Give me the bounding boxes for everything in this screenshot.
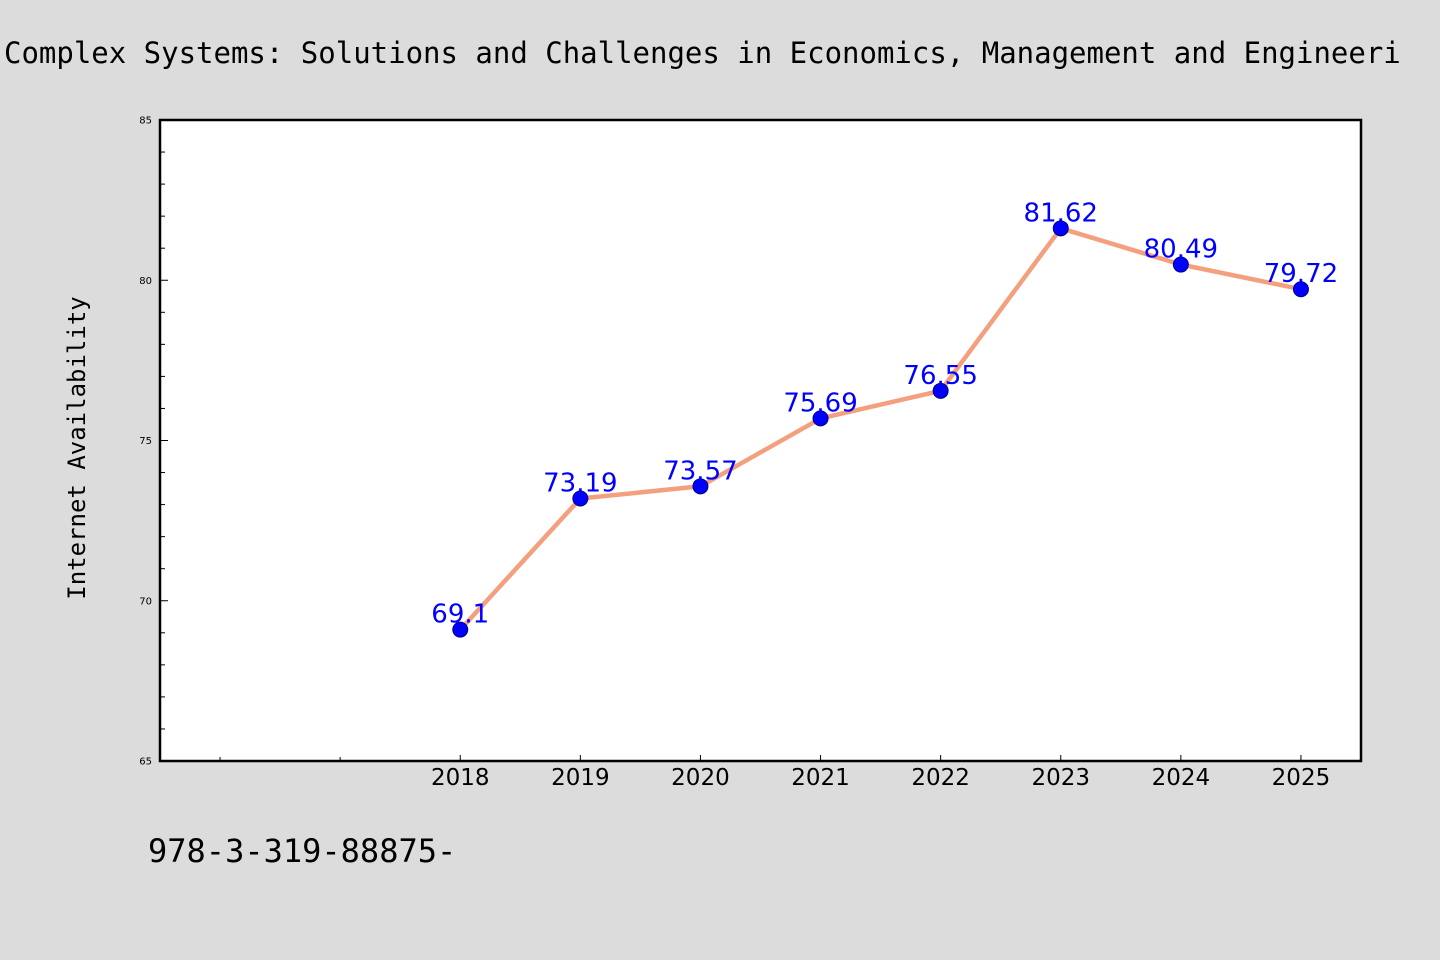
isbn-footer: 978-3-319-88875- [148,832,457,870]
y-tick-label: 80 [139,276,152,287]
plot-frame [158,118,1363,763]
x-tick-label: 2024 [1152,765,1211,791]
x-tick-label: 2019 [551,765,610,791]
data-label: 79.72 [1264,259,1338,289]
y-axis-label: Internet Availability [63,296,91,599]
y-tick-label: 65 [139,757,152,768]
data-points [452,220,1309,638]
plot-area [160,120,1361,761]
data-label: 76.55 [903,361,977,391]
data-point [1292,281,1309,298]
data-label: 69.1 [431,600,489,630]
series-line [458,226,1304,632]
chart-title: Complex Systems: Solutions and Challenge… [4,36,1401,70]
data-point [1052,220,1069,237]
data-point [452,621,469,638]
x-tick-label: 2018 [431,765,490,791]
y-tick-label: 75 [139,436,152,447]
data-point [692,478,709,495]
x-axis-ticks: 2018 2019 2020 2021 2022 2023 2024 2025 [431,755,1330,791]
x-tick-label: 2022 [911,765,970,791]
data-label: 73.57 [663,456,737,486]
data-label: 81.62 [1024,198,1098,228]
x-tick-label: 2023 [1031,765,1090,791]
data-point [932,382,949,399]
data-label: 73.19 [543,469,617,499]
y-tick-label: 70 [139,596,152,607]
x-tick-label: 2025 [1272,765,1331,791]
y-tick-label: 85 [139,116,152,127]
data-point [1172,256,1189,273]
data-label: 75.69 [783,388,857,418]
data-point [572,490,589,507]
data-point [812,410,829,427]
data-label: 80.49 [1144,235,1218,265]
data-labels: 69.1 73.19 73.57 75.69 76.55 81.62 80.49 79.72 [431,198,1338,629]
x-tick-label: 2020 [671,765,730,791]
x-tick-label: 2021 [791,765,850,791]
